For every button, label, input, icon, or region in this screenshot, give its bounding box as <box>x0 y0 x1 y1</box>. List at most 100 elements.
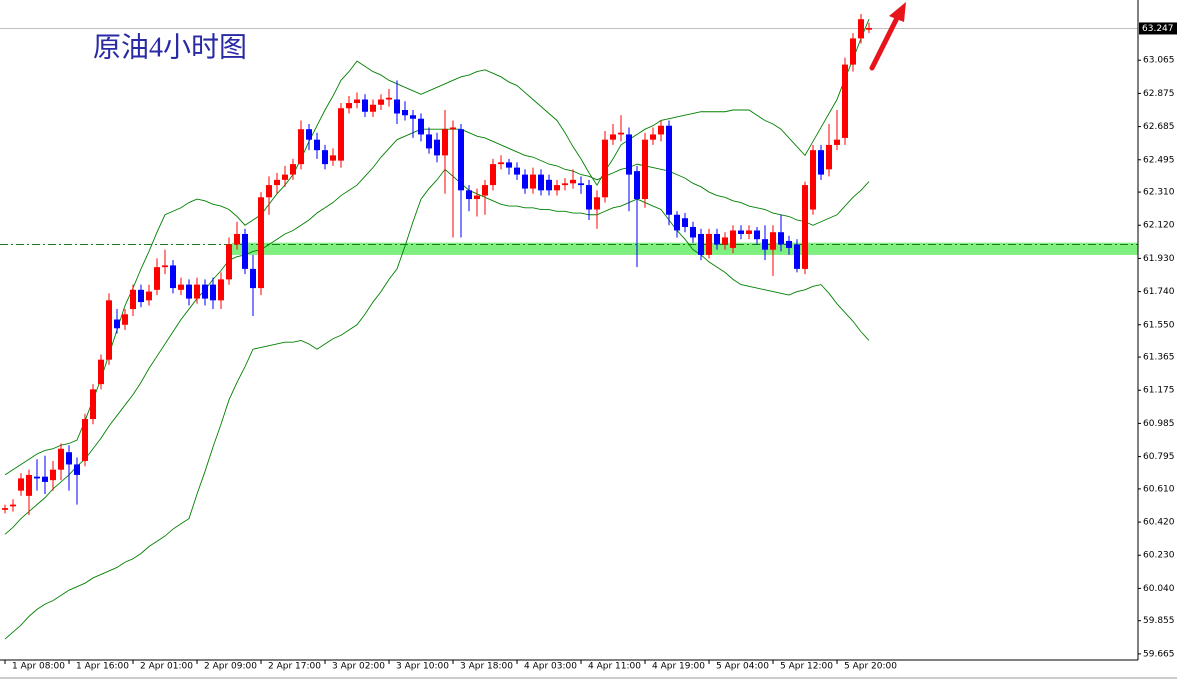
x-tick-label: 5 Apr 04:00 <box>716 662 769 672</box>
candle-body <box>490 164 496 186</box>
candle-body <box>834 139 840 145</box>
y-tick-label: 63.065 <box>1143 56 1175 66</box>
y-tick-label: 62.120 <box>1143 221 1175 231</box>
candle-body <box>642 139 648 200</box>
candle-body <box>2 508 8 510</box>
candle-body <box>442 129 448 156</box>
y-tick-label: 62.495 <box>1143 155 1175 165</box>
candle-body <box>754 230 760 240</box>
candle-body <box>786 240 792 248</box>
y-tick-label: 61.550 <box>1143 320 1175 330</box>
candle-body <box>58 448 64 470</box>
y-tick-label: 62.310 <box>1143 188 1175 198</box>
candle-body <box>138 289 144 303</box>
candle-body <box>274 179 280 186</box>
y-tick-label: 60.610 <box>1143 484 1175 494</box>
y-tick-label: 61.740 <box>1143 287 1175 297</box>
candle-body <box>426 134 432 149</box>
candle-body <box>522 174 528 189</box>
x-tick-label: 3 Apr 10:00 <box>396 662 449 672</box>
x-tick-label: 4 Apr 11:00 <box>588 662 641 672</box>
candle-body <box>410 115 416 119</box>
candle-body <box>514 167 520 175</box>
candle-body <box>74 464 80 475</box>
candle-body <box>722 237 728 245</box>
candle-body <box>666 125 672 215</box>
candle-body <box>290 164 296 175</box>
candle-body <box>18 478 24 491</box>
x-tick-label: 5 Apr 12:00 <box>780 662 833 672</box>
candle-body <box>866 27 872 30</box>
candle-body <box>578 183 584 186</box>
arrow-shaft <box>869 13 901 71</box>
candle-body <box>114 319 120 329</box>
candle-body <box>106 300 112 360</box>
candle-body <box>330 155 336 161</box>
candle-body <box>42 476 48 482</box>
candle-body <box>570 179 576 184</box>
last-price-label: 63.247 <box>1142 24 1174 34</box>
candle-body <box>850 38 856 65</box>
candle-body <box>634 171 640 200</box>
candle-body <box>714 233 720 245</box>
x-tick-label: 1 Apr 08:00 <box>12 662 65 672</box>
x-tick-label: 3 Apr 02:00 <box>332 662 385 672</box>
x-tick-label: 3 Apr 18:00 <box>460 662 513 672</box>
x-tick-label: 2 Apr 17:00 <box>268 662 321 672</box>
candle-body <box>298 129 304 165</box>
plot-area <box>0 13 1138 640</box>
candle-body <box>474 195 480 200</box>
y-tick-label: 62.875 <box>1143 89 1175 99</box>
candle-body <box>306 129 312 140</box>
candle-body <box>66 452 72 465</box>
y-tick-label: 60.230 <box>1143 551 1175 561</box>
y-tick-label: 60.040 <box>1143 584 1175 594</box>
candle-body <box>498 162 504 165</box>
candle-body <box>210 284 216 301</box>
x-tick-label: 4 Apr 03:00 <box>524 662 577 672</box>
candle-body <box>386 97 392 100</box>
candle-body <box>90 389 96 420</box>
candle-body <box>178 284 184 290</box>
y-tick-label: 59.665 <box>1143 649 1175 659</box>
candle-body <box>762 239 768 250</box>
candle-body <box>594 197 600 210</box>
x-tick-label: 5 Apr 20:00 <box>844 662 897 672</box>
candle-body <box>826 144 832 170</box>
candle-body <box>402 110 408 116</box>
candle-body <box>34 476 40 479</box>
candle-body <box>346 103 352 109</box>
y-tick-label: 60.795 <box>1143 452 1175 462</box>
x-tick-label: 1 Apr 16:00 <box>76 662 129 672</box>
candle-body <box>378 99 384 105</box>
bollinger-band <box>4 128 870 535</box>
x-tick-label: 4 Apr 19:00 <box>652 662 705 672</box>
candle-body <box>130 289 136 310</box>
y-tick-label: 60.985 <box>1143 419 1175 429</box>
candle-body <box>234 233 240 245</box>
candle-body <box>218 279 224 301</box>
candle-body <box>538 174 544 191</box>
candle-body <box>314 139 320 151</box>
candle-body <box>738 230 744 234</box>
candle-body <box>482 185 488 196</box>
candle-body <box>778 232 784 245</box>
candle-body <box>170 265 176 289</box>
candle-body <box>466 190 472 200</box>
candle-body <box>434 139 440 156</box>
candle-body <box>698 233 704 255</box>
candle-body <box>682 218 688 227</box>
y-tick-label: 59.855 <box>1143 616 1175 626</box>
arrow <box>869 2 906 71</box>
candle-body <box>562 183 568 186</box>
candle-body <box>242 233 248 269</box>
candle-body <box>450 127 456 130</box>
candle-body <box>658 125 664 135</box>
candle-body <box>258 197 264 289</box>
chart-title: 原油4小时图 <box>93 31 247 63</box>
x-tick-label: 2 Apr 01:00 <box>140 662 193 672</box>
candle-body <box>394 99 400 114</box>
candle-body <box>250 268 256 289</box>
